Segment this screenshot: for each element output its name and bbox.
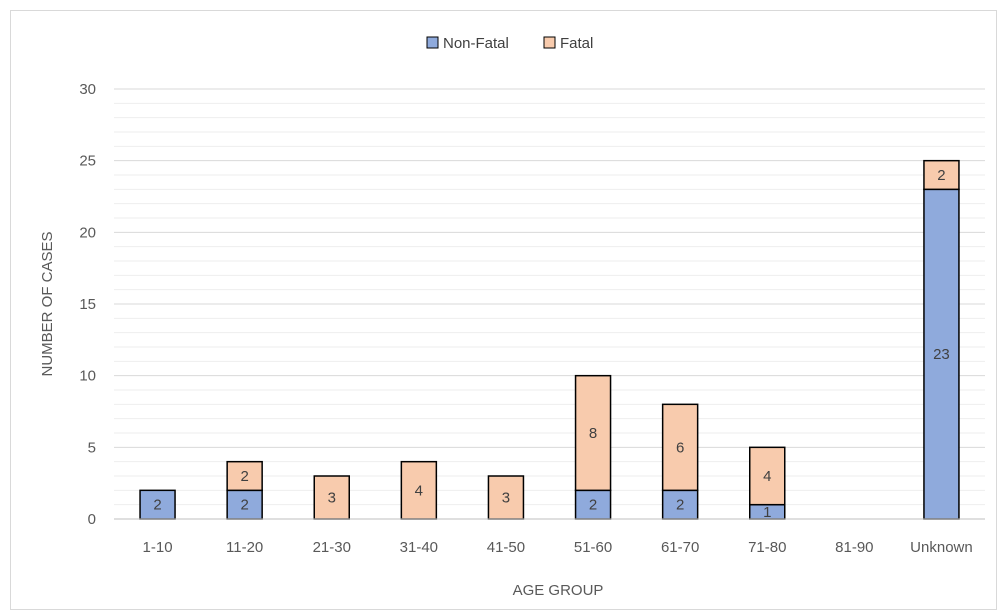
y-tick-label: 0 <box>88 511 96 528</box>
data-label: 6 <box>676 439 684 456</box>
y-tick-label: 15 <box>79 296 96 313</box>
data-label: 2 <box>589 497 597 514</box>
bar-non-fatal <box>139 489 176 520</box>
data-label: 2 <box>676 497 684 514</box>
y-axis-title: NUMBER OF CASES <box>39 231 56 376</box>
y-tick-label: 10 <box>79 368 96 385</box>
legend-swatch-non-fatal <box>426 36 439 49</box>
data-label: 3 <box>502 490 510 507</box>
bar-fatal <box>574 374 612 492</box>
bars <box>139 159 960 520</box>
x-axis-ticks: 1-10 11-20 21-30 31-40 41-50 51-60 61-70 71-80 8… <box>143 539 973 556</box>
x-axis-title: AGE GROUP <box>513 582 604 599</box>
data-label: 2 <box>240 468 248 485</box>
bar-fatal <box>923 159 960 191</box>
bar-non-fatal <box>661 489 699 520</box>
bar-fatal <box>749 446 786 506</box>
bar-fatal <box>661 403 699 492</box>
data-label: 4 <box>415 482 423 499</box>
y-tick-label: 20 <box>79 224 96 241</box>
bar-fatal <box>226 460 263 492</box>
x-tick-label: 51-60 <box>574 539 612 556</box>
data-label: 2 <box>240 497 248 514</box>
data-label: 23 <box>933 346 950 363</box>
x-tick-label: 81-90 <box>835 539 873 556</box>
bar-non-fatal <box>226 489 263 520</box>
x-tick-label: 11-20 <box>226 539 263 556</box>
legend-label-fatal: Fatal <box>560 35 593 52</box>
y-axis-ticks: 0 5 10 15 20 25 30 <box>79 81 96 528</box>
data-label: 8 <box>589 425 597 442</box>
x-tick-label: 41-50 <box>487 539 525 556</box>
data-label: 2 <box>153 497 161 514</box>
data-label: 2 <box>937 167 945 184</box>
x-tick-label: 31-40 <box>400 539 438 556</box>
y-tick-label: 5 <box>88 439 96 456</box>
data-label: 3 <box>328 490 336 507</box>
x-tick-label: 71-80 <box>748 539 786 556</box>
x-tick-label: 1-10 <box>143 539 173 556</box>
bar-fatal <box>400 460 438 520</box>
legend: Non-Fatal Fatal <box>426 35 593 52</box>
y-tick-label: 30 <box>79 81 96 98</box>
data-label: 4 <box>763 468 771 485</box>
legend-label-non-fatal: Non-Fatal <box>443 35 509 52</box>
x-tick-label: Unknown <box>910 539 973 556</box>
bar-fatal <box>313 475 350 520</box>
data-label: 1 <box>763 504 771 521</box>
y-tick-label: 25 <box>79 153 96 170</box>
gridlines <box>114 88 985 506</box>
legend-swatch-fatal <box>543 36 556 49</box>
x-tick-label: 61-70 <box>661 539 699 556</box>
x-tick-label: 21-30 <box>313 539 351 556</box>
